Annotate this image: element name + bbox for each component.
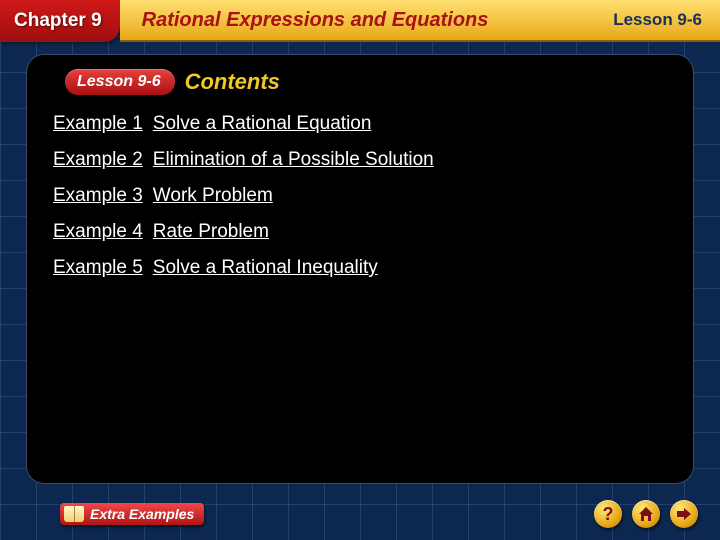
nav-icon-group: ?	[594, 500, 698, 528]
help-button[interactable]: ?	[594, 500, 622, 528]
arrow-right-icon	[677, 508, 691, 520]
next-button[interactable]	[670, 500, 698, 528]
list-item: Example 3 Work Problem	[53, 185, 669, 207]
example-link-4[interactable]: Example 4 Rate Problem	[53, 221, 269, 243]
question-icon: ?	[603, 504, 614, 525]
example-title: Solve a Rational Inequality	[153, 257, 378, 279]
title-bar: Rational Expressions and Equations Lesso…	[120, 0, 720, 42]
chapter-title: Rational Expressions and Equations	[142, 9, 489, 32]
lesson-pill: Lesson 9-6	[65, 69, 175, 95]
example-link-2[interactable]: Example 2 Elimination of a Possible Solu…	[53, 149, 434, 171]
book-icon	[64, 506, 84, 522]
extra-examples-button[interactable]: Extra Examples	[60, 503, 204, 525]
home-button[interactable]	[632, 500, 660, 528]
chapter-badge: Chapter 9	[0, 0, 120, 42]
content-panel: Lesson 9-6 Contents Example 1 Solve a Ra…	[26, 54, 694, 484]
home-icon	[638, 507, 654, 521]
example-number: Example 5	[53, 257, 143, 279]
example-title: Elimination of a Possible Solution	[153, 149, 434, 171]
example-number: Example 1	[53, 113, 143, 135]
example-number: Example 3	[53, 185, 143, 207]
list-item: Example 2 Elimination of a Possible Solu…	[53, 149, 669, 171]
example-link-3[interactable]: Example 3 Work Problem	[53, 185, 273, 207]
chapter-label: Chapter 9	[14, 10, 102, 32]
list-item: Example 1 Solve a Rational Equation	[53, 113, 669, 135]
contents-label: Contents	[185, 69, 280, 95]
example-title: Work Problem	[153, 185, 273, 207]
contents-heading: Lesson 9-6 Contents	[65, 69, 669, 95]
example-title: Rate Problem	[153, 221, 269, 243]
list-item: Example 4 Rate Problem	[53, 221, 669, 243]
example-number: Example 4	[53, 221, 143, 243]
example-link-5[interactable]: Example 5 Solve a Rational Inequality	[53, 257, 378, 279]
example-number: Example 2	[53, 149, 143, 171]
footer-bar: Extra Examples ?	[0, 494, 720, 540]
list-item: Example 5 Solve a Rational Inequality	[53, 257, 669, 279]
header-bar: Chapter 9 Rational Expressions and Equat…	[0, 0, 720, 42]
lesson-label: Lesson 9-6	[613, 10, 702, 30]
extra-examples-label: Extra Examples	[90, 506, 194, 522]
example-list: Example 1 Solve a Rational Equation Exam…	[51, 113, 669, 279]
example-title: Solve a Rational Equation	[153, 113, 372, 135]
example-link-1[interactable]: Example 1 Solve a Rational Equation	[53, 113, 371, 135]
